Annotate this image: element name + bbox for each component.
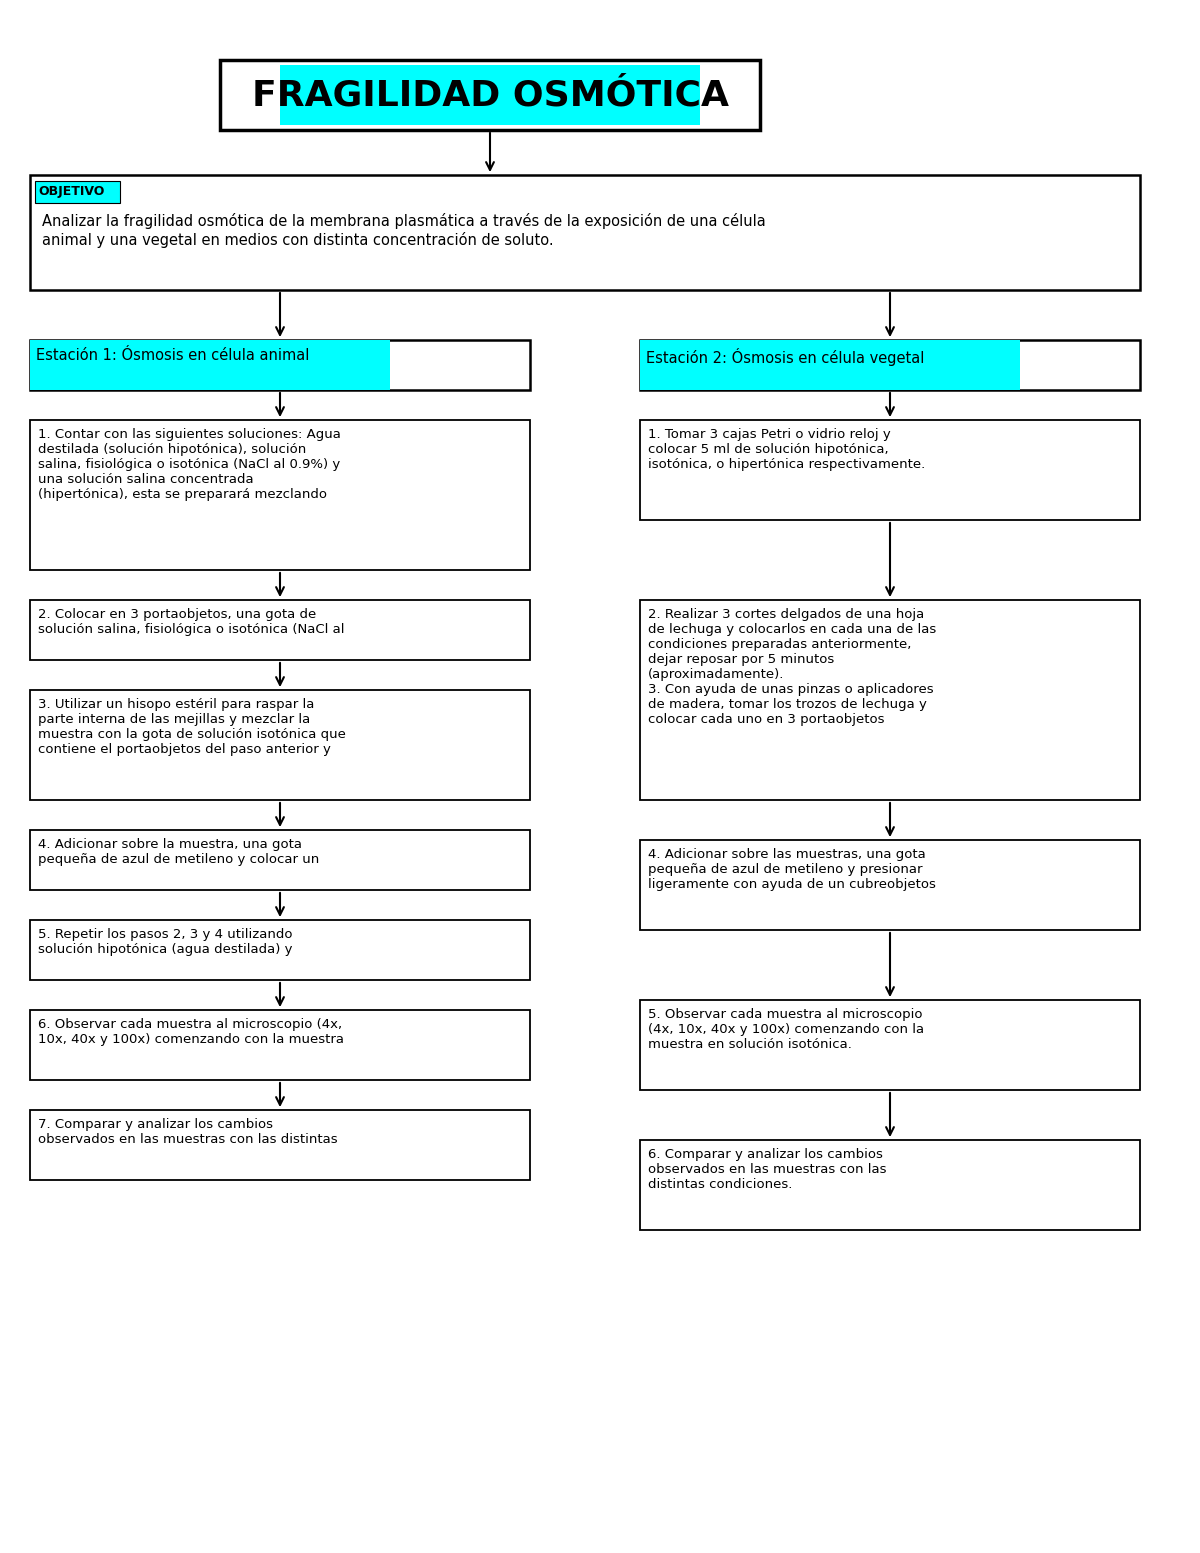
- Bar: [640, 840, 1140, 930]
- Text: 4. Adicionar sobre las muestras, una gota
pequeña de azul de metileno y presiona: 4. Adicionar sobre las muestras, una got…: [648, 848, 936, 891]
- Bar: [30, 919, 530, 980]
- Bar: [220, 61, 760, 130]
- Bar: [30, 1110, 530, 1180]
- Bar: [640, 340, 1140, 390]
- Bar: [30, 340, 530, 390]
- Bar: [640, 340, 1020, 390]
- Text: OBJETIVO: OBJETIVO: [38, 185, 104, 197]
- Text: Estación 2: Ósmosis en célula vegetal: Estación 2: Ósmosis en célula vegetal: [646, 348, 924, 367]
- Text: 2. Colocar en 3 portaobjetos, una gota de
solución salina, fisiológica o isotóni: 2. Colocar en 3 portaobjetos, una gota d…: [38, 609, 344, 637]
- Bar: [35, 182, 120, 203]
- Text: 1. Contar con las siguientes soluciones: Agua
destilada (solución hipotónica), s: 1. Contar con las siguientes soluciones:…: [38, 429, 341, 502]
- Bar: [640, 419, 1140, 520]
- Bar: [30, 175, 1140, 290]
- Text: 2. Realizar 3 cortes delgados de una hoja
de lechuga y colocarlos en cada una de: 2. Realizar 3 cortes delgados de una hoj…: [648, 609, 936, 725]
- Text: 4. Adicionar sobre la muestra, una gota
pequeña de azul de metileno y colocar un: 4. Adicionar sobre la muestra, una gota …: [38, 839, 319, 867]
- Bar: [640, 599, 1140, 800]
- Bar: [640, 1140, 1140, 1230]
- Text: 7. Comparar y analizar los cambios
observados en las muestras con las distintas: 7. Comparar y analizar los cambios obser…: [38, 1118, 337, 1146]
- Bar: [30, 419, 530, 570]
- Bar: [30, 690, 530, 800]
- Text: 1. Tomar 3 cajas Petri o vidrio reloj y
colocar 5 ml de solución hipotónica,
iso: 1. Tomar 3 cajas Petri o vidrio reloj y …: [648, 429, 925, 471]
- Bar: [30, 829, 530, 890]
- Bar: [30, 599, 530, 660]
- Bar: [640, 1000, 1140, 1090]
- Text: 6. Comparar y analizar los cambios
observados en las muestras con las
distintas : 6. Comparar y analizar los cambios obser…: [648, 1148, 887, 1191]
- Text: Estación 1: Ósmosis en célula animal: Estación 1: Ósmosis en célula animal: [36, 348, 310, 363]
- Text: 5. Repetir los pasos 2, 3 y 4 utilizando
solución hipotónica (agua destilada) y: 5. Repetir los pasos 2, 3 y 4 utilizando…: [38, 929, 293, 957]
- Bar: [280, 65, 700, 124]
- Bar: [30, 340, 390, 390]
- Text: 6. Observar cada muestra al microscopio (4x,
10x, 40x y 100x) comenzando con la : 6. Observar cada muestra al microscopio …: [38, 1019, 344, 1047]
- Bar: [30, 1009, 530, 1079]
- Text: Analizar la fragilidad osmótica de la membrana plasmática a través de la exposic: Analizar la fragilidad osmótica de la me…: [42, 213, 766, 247]
- Text: 5. Observar cada muestra al microscopio
(4x, 10x, 40x y 100x) comenzando con la
: 5. Observar cada muestra al microscopio …: [648, 1008, 924, 1051]
- Text: 3. Utilizar un hisopo estéril para raspar la
parte interna de las mejillas y mez: 3. Utilizar un hisopo estéril para raspa…: [38, 697, 346, 756]
- Text: FRAGILIDAD OSMÓTICA: FRAGILIDAD OSMÓTICA: [252, 78, 728, 112]
